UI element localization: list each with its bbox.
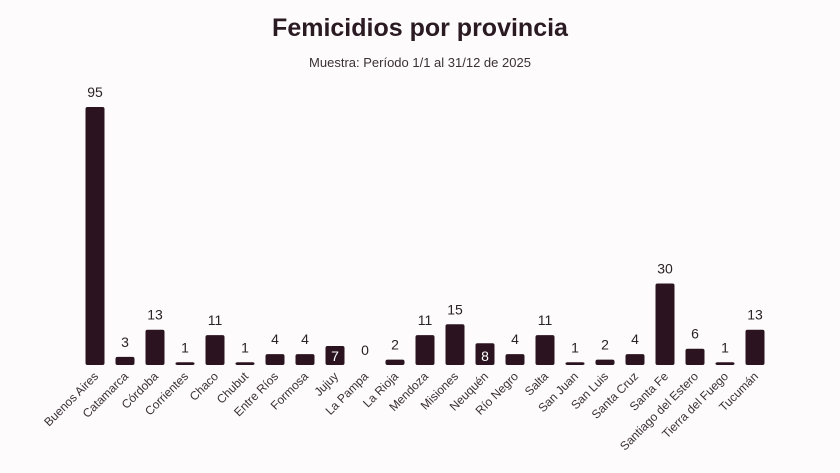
- bar: [415, 335, 435, 365]
- data-label: 3: [121, 334, 129, 350]
- data-label: 4: [271, 331, 279, 347]
- bar: [625, 354, 645, 365]
- data-label: 13: [747, 307, 763, 323]
- data-label: 15: [447, 301, 463, 317]
- bar: [145, 329, 165, 365]
- data-label: 1: [721, 339, 729, 355]
- bar: [205, 335, 225, 365]
- chart-title: Femicidios por provincia: [272, 14, 568, 42]
- data-label: 1: [571, 339, 579, 355]
- data-label: 30: [657, 261, 673, 277]
- data-label: 4: [631, 331, 639, 347]
- bar: [595, 359, 615, 365]
- data-label: 95: [87, 84, 103, 100]
- bar: [745, 329, 765, 365]
- data-label: 11: [208, 312, 223, 328]
- data-label: 11: [538, 312, 553, 328]
- bar: [235, 362, 255, 365]
- data-label: 4: [511, 331, 519, 347]
- data-label: 4: [301, 331, 309, 347]
- chart-subtitle: Muestra: Período 1/1 al 31/12 de 2025: [309, 55, 531, 70]
- bar: [685, 348, 705, 365]
- bar: [115, 356, 135, 365]
- data-label: 8: [481, 348, 489, 364]
- data-label: 1: [241, 339, 249, 355]
- data-label: 2: [391, 337, 399, 353]
- bar: [565, 362, 585, 365]
- data-label: 2: [601, 337, 609, 353]
- bar: [175, 362, 195, 365]
- bar: [655, 283, 675, 365]
- data-label: 6: [691, 326, 699, 342]
- data-label: 0: [361, 342, 369, 358]
- data-label: 1: [181, 339, 189, 355]
- bar: [505, 354, 525, 365]
- bar: [535, 335, 555, 365]
- bar: [265, 354, 285, 365]
- bar: [715, 362, 735, 365]
- bar: [445, 324, 465, 365]
- data-label: 11: [418, 312, 433, 328]
- bar: [475, 343, 495, 365]
- data-label: 13: [147, 307, 163, 323]
- bar: [385, 359, 405, 365]
- bar: [325, 345, 345, 365]
- bar: [295, 354, 315, 365]
- bar: [85, 107, 105, 365]
- data-label: 7: [331, 348, 339, 364]
